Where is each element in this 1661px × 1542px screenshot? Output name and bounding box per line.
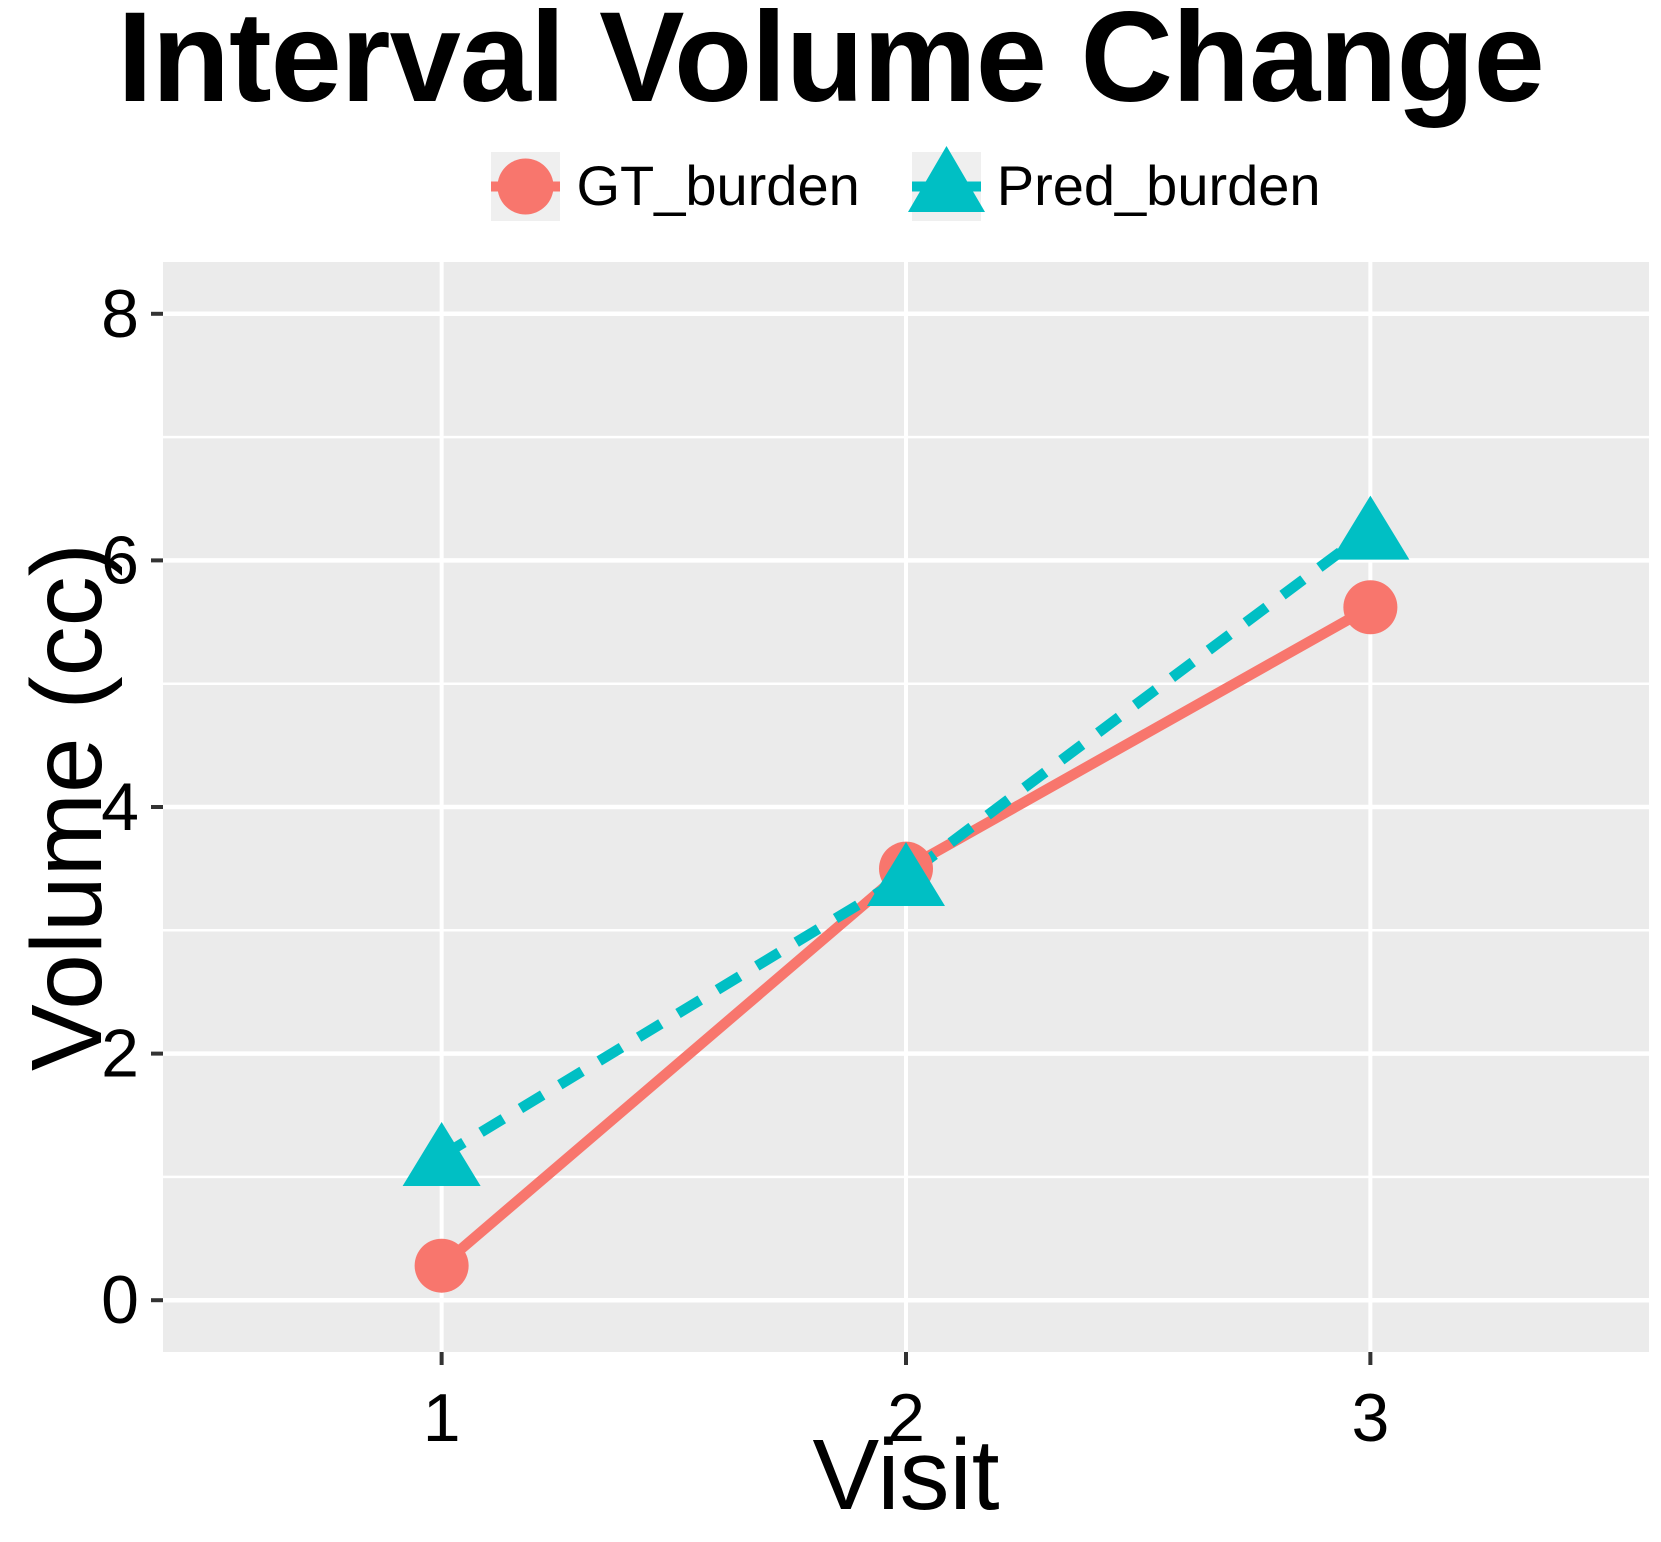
marker-circle-gt_burden bbox=[1343, 580, 1398, 635]
x-tick-label: 1 bbox=[423, 1380, 461, 1456]
legend: GT_burden Pred_burden bbox=[163, 145, 1649, 222]
legend-label-gt-burden: GT_burden bbox=[576, 154, 860, 217]
circle-marker-icon bbox=[491, 158, 561, 214]
y-tick-label: 0 bbox=[101, 1262, 139, 1338]
legend-key-gt-burden bbox=[491, 151, 561, 221]
y-tick-label: 4 bbox=[101, 769, 139, 845]
marker-triangle-pred_burden bbox=[402, 1121, 481, 1186]
marker-triangle-pred_burden bbox=[867, 842, 945, 907]
y-tick-label: 6 bbox=[101, 522, 139, 598]
chart-title: Interval Volume Change bbox=[117, 0, 1545, 129]
legend-key-pred-burden bbox=[907, 145, 985, 221]
plot-panel: 0 2 4 6 8 1 2 3 bbox=[101, 262, 1649, 1456]
y-tick-label: 8 bbox=[101, 276, 139, 352]
legend-item-pred-burden: Pred_burden bbox=[907, 145, 1321, 221]
legend-label-pred-burden: Pred_burden bbox=[996, 154, 1321, 217]
y-axis-title: Volume (cc) bbox=[11, 543, 123, 1071]
y-tick-label: 2 bbox=[101, 1016, 139, 1092]
x-tick-label: 2 bbox=[887, 1380, 925, 1456]
triangle-marker-icon bbox=[907, 145, 985, 212]
x-tick-label: 3 bbox=[1351, 1380, 1389, 1456]
legend-item-gt-burden: GT_burden bbox=[491, 151, 860, 221]
marker-triangle-pred_burden bbox=[1331, 495, 1410, 560]
marker-circle-gt_burden bbox=[414, 1238, 469, 1293]
series-line-pred_burden bbox=[438, 525, 1374, 1161]
x-axis-title: Visit bbox=[812, 1419, 1000, 1531]
